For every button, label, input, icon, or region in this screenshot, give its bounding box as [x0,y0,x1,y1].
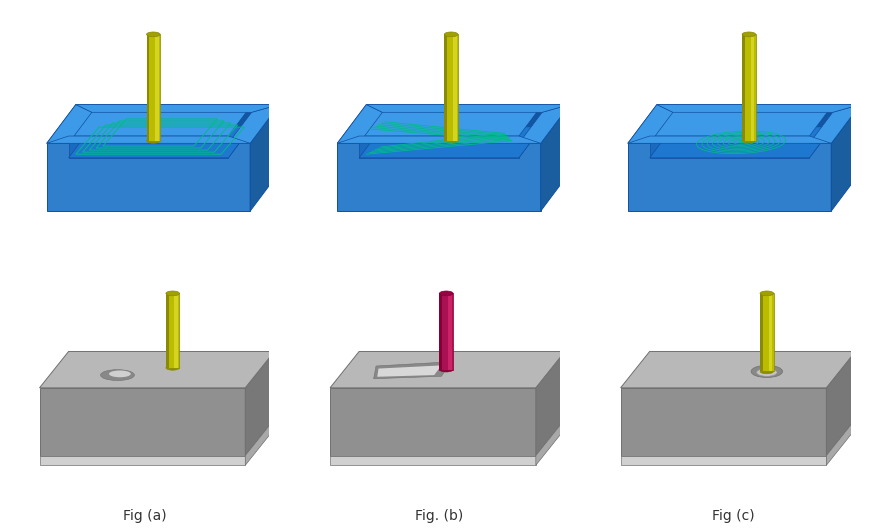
Ellipse shape [741,139,755,143]
Polygon shape [366,105,569,113]
Polygon shape [68,105,252,136]
Ellipse shape [101,370,134,381]
Polygon shape [330,352,564,388]
Bar [146,35,149,141]
Polygon shape [359,136,518,158]
Polygon shape [809,105,831,158]
Polygon shape [649,105,831,136]
Polygon shape [540,105,569,211]
Polygon shape [620,388,825,456]
Text: Fig (a): Fig (a) [123,509,167,523]
Ellipse shape [109,371,131,377]
Ellipse shape [166,291,179,296]
Polygon shape [46,105,279,143]
Bar [146,35,160,141]
Polygon shape [245,419,274,465]
Polygon shape [535,419,564,465]
Polygon shape [627,105,859,143]
Polygon shape [518,105,569,143]
Polygon shape [46,143,250,211]
Polygon shape [831,105,859,211]
Bar [447,293,451,370]
Ellipse shape [444,32,458,37]
Polygon shape [337,143,540,211]
Polygon shape [359,127,541,158]
Polygon shape [627,143,831,211]
Polygon shape [228,105,252,158]
Polygon shape [518,105,541,158]
Polygon shape [627,105,672,143]
Polygon shape [68,127,252,158]
Polygon shape [809,105,859,143]
Bar [155,35,159,141]
Polygon shape [337,136,540,143]
Bar [759,293,773,372]
Bar [439,293,442,370]
Polygon shape [46,136,250,143]
Text: Fig (c): Fig (c) [711,509,753,523]
Ellipse shape [146,139,160,143]
Bar [759,293,762,372]
Ellipse shape [756,369,776,376]
Bar [444,35,446,141]
Polygon shape [39,388,245,456]
Polygon shape [620,352,854,388]
Bar [175,293,178,368]
Polygon shape [359,105,541,136]
Polygon shape [825,352,854,456]
Ellipse shape [166,365,179,370]
Bar [166,293,168,368]
Bar [741,35,744,141]
Ellipse shape [759,291,773,296]
Polygon shape [620,456,825,465]
Polygon shape [535,352,564,456]
Bar [750,35,753,141]
Polygon shape [330,456,535,465]
Ellipse shape [146,32,160,37]
Polygon shape [337,105,381,143]
Polygon shape [228,105,279,143]
Polygon shape [374,362,451,379]
Polygon shape [656,105,859,113]
Text: Fig. (b): Fig. (b) [415,509,462,523]
Bar [439,293,453,370]
Polygon shape [39,456,245,465]
Ellipse shape [750,365,781,378]
Ellipse shape [741,32,755,37]
Polygon shape [39,352,274,388]
Polygon shape [245,352,274,456]
Polygon shape [377,365,441,377]
Ellipse shape [444,139,458,143]
Bar [741,35,755,141]
Polygon shape [330,388,535,456]
Polygon shape [627,136,831,143]
Ellipse shape [759,369,773,374]
Polygon shape [825,419,854,465]
Polygon shape [46,105,92,143]
Bar [444,35,458,141]
Polygon shape [68,136,228,158]
Bar [166,293,179,368]
Polygon shape [250,105,279,211]
Polygon shape [337,105,569,143]
Bar [453,35,456,141]
Bar [767,293,772,372]
Polygon shape [75,105,279,113]
Polygon shape [649,136,809,158]
Ellipse shape [439,291,453,296]
Ellipse shape [439,367,453,372]
Polygon shape [649,127,831,158]
